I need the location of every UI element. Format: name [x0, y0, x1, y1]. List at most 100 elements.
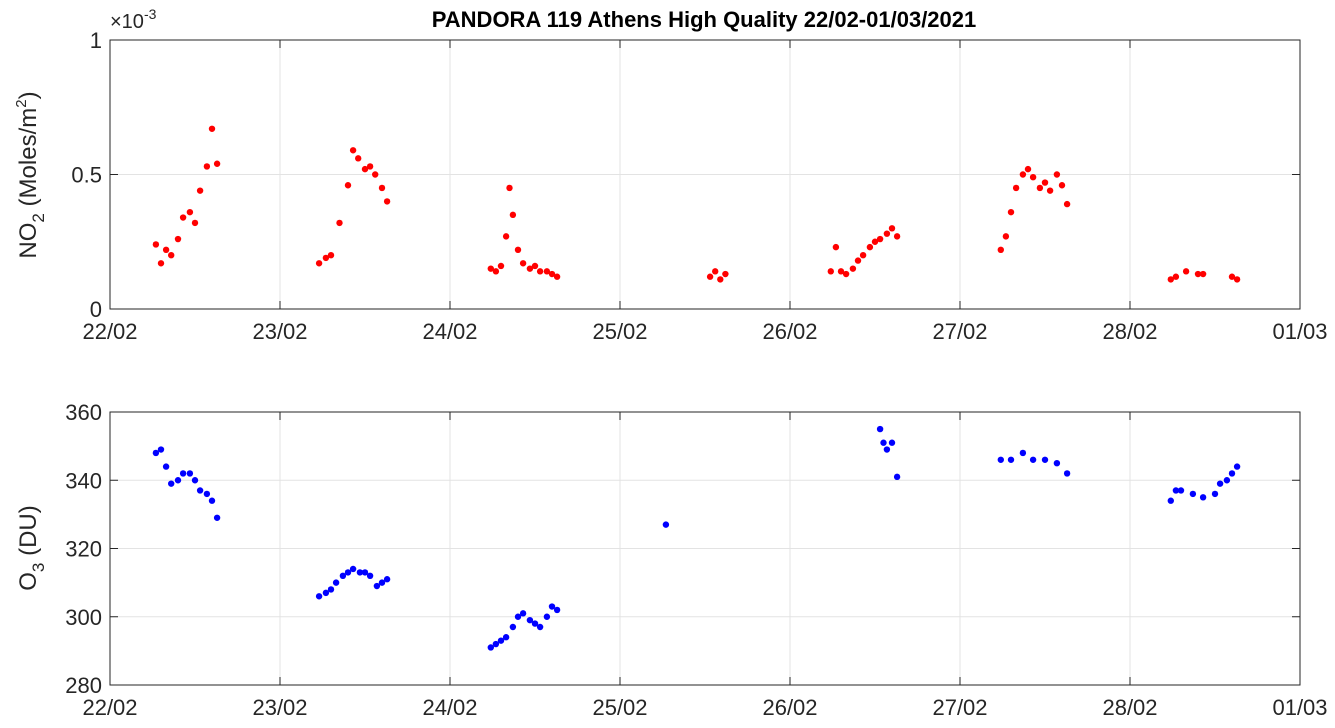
o3-data-point [1189, 490, 1197, 498]
o3-xtick-label: 01/03 [1272, 695, 1327, 720]
o3-xtick-label: 26/02 [762, 695, 817, 720]
no2-data-point [1053, 171, 1061, 178]
no2-data-point [502, 233, 510, 240]
no2-data-point [1199, 270, 1207, 278]
o3-data-point [497, 637, 505, 644]
no2-data-point [186, 208, 194, 216]
o3-data-point [213, 514, 221, 521]
o3-data-point [378, 579, 386, 586]
no2-data-point [997, 246, 1004, 254]
no2-data-point [871, 238, 879, 245]
no2-xtick-label: 01/03 [1272, 319, 1327, 344]
no2-data-point [849, 265, 857, 272]
no2-data-point [315, 260, 323, 267]
no2-data-point [1167, 276, 1175, 283]
o3-data-point [883, 446, 891, 453]
o3-data-point [997, 456, 1004, 463]
no2-data-point [893, 233, 901, 240]
o3-data-point [1177, 487, 1185, 494]
no2-data-point [883, 230, 891, 237]
no2-data-point [168, 252, 175, 259]
o3-data-point [152, 449, 160, 457]
o3-data-point [1233, 463, 1241, 470]
no2-data-point [344, 182, 352, 189]
o3-data-point [492, 640, 500, 648]
no2-data-point [526, 265, 534, 272]
no2-data-point [1182, 268, 1190, 275]
o3-xtick-label: 28/02 [1102, 695, 1157, 720]
o3-data-point [502, 634, 510, 641]
o3-data-point [1007, 456, 1015, 463]
no2-data-point [322, 254, 330, 262]
no2-panel: 22/02 23/02 24/02 25/02 26/02 27/02 28/02 01/03… [13, 6, 1328, 344]
no2-data-point [487, 265, 494, 272]
o3-data-point [356, 569, 364, 576]
o3-ytick-label: 340 [65, 468, 102, 493]
no2-ylabel-base: NO [15, 223, 42, 259]
no2-data-point [832, 243, 840, 251]
no2-data-point [1046, 187, 1054, 194]
o3-data-point [1029, 456, 1037, 463]
o3-xtick-label: 22/02 [82, 695, 137, 720]
no2-data-point [548, 270, 556, 278]
no2-data-point [1002, 233, 1010, 240]
o3-data-point [519, 610, 527, 617]
o3-ytick-label: 360 [65, 400, 102, 425]
no2-data-point [717, 276, 724, 283]
no2-ylabel-end: ) [15, 91, 42, 99]
no2-data-point [383, 198, 391, 205]
o3-data-point [339, 572, 347, 579]
no2-xtick-label: 26/02 [762, 319, 817, 344]
no2-data-point [327, 252, 335, 259]
o3-data-point [203, 490, 211, 498]
o3-data-point [1063, 470, 1071, 477]
o3-data-point [487, 644, 494, 651]
o3-data-point [509, 623, 517, 631]
o3-ytick-label: 280 [65, 673, 102, 698]
o3-data-point [893, 473, 901, 481]
o3-data-point [327, 586, 335, 593]
no2-data-point [191, 219, 199, 227]
o3-data-point [888, 439, 896, 446]
o3-data-point [174, 477, 182, 484]
no2-xtick-label: 22/02 [82, 319, 137, 344]
no2-data-point [827, 268, 834, 275]
o3-data-point [208, 497, 216, 504]
no2-data-point [888, 225, 896, 232]
o3-data-point [157, 446, 165, 453]
no2-xtick-label: 24/02 [422, 319, 477, 344]
no2-data-point [355, 155, 362, 162]
no2-data-point [1007, 208, 1015, 216]
no2-data-point [1063, 200, 1071, 208]
chart-title: PANDORA 119 Athens High Quality 22/02-01… [432, 7, 977, 32]
o3-data-point [322, 589, 330, 597]
o3-xtick-label: 25/02 [592, 695, 647, 720]
no2-data-point [208, 125, 216, 132]
no2-data-point [1041, 179, 1049, 186]
no2-ytick-label: 0.5 [71, 163, 102, 188]
no2-data-point [536, 268, 544, 275]
no2-data-point [361, 165, 369, 173]
o3-data-point [383, 576, 391, 583]
no2-data-point [497, 262, 505, 270]
no2-data-point [509, 211, 517, 219]
no2-data-point [174, 235, 182, 243]
no2-data-point [366, 163, 374, 170]
o3-data-point [1228, 470, 1236, 477]
no2-data-point [1024, 165, 1032, 173]
no2-data-point [378, 184, 386, 192]
o3-data-point [536, 623, 544, 631]
no2-data-point [837, 268, 845, 275]
no2-data-point [492, 268, 500, 275]
no2-data-point [1058, 182, 1066, 189]
o3-data-point [196, 487, 204, 494]
no2-y-axis-label: NO2 (Moles/m2) [13, 91, 48, 258]
o3-data-point [1053, 459, 1061, 467]
no2-data-point [553, 273, 561, 280]
o3-data-point [1211, 490, 1219, 498]
o3-data-point [526, 616, 534, 624]
no2-data-point [1228, 273, 1236, 280]
o3-data-point [1041, 456, 1049, 463]
